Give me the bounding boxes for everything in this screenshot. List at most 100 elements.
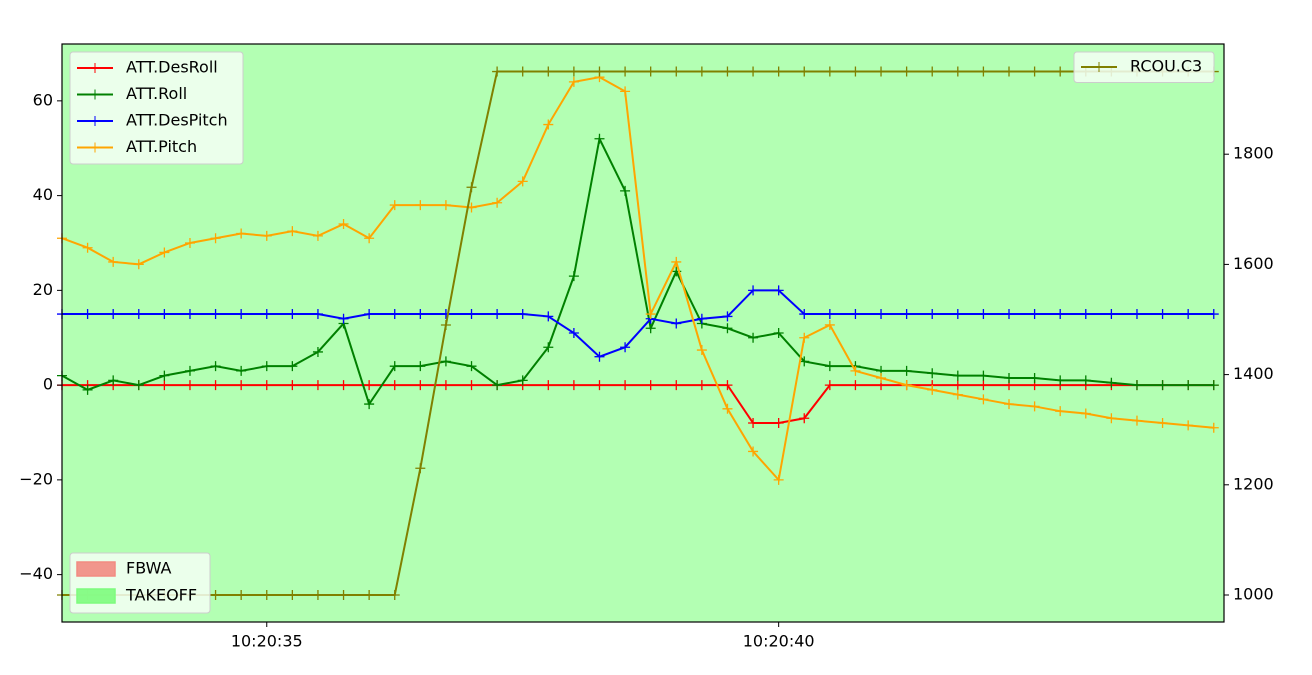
data-point [133,380,144,391]
data-point [133,259,144,270]
data-point [799,413,810,424]
y2-tick-label: 1200 [1233,474,1274,493]
data-point [210,233,221,244]
data-point [1004,373,1014,384]
series-line [62,70,1214,597]
data-point [108,375,119,386]
data-point [389,309,400,320]
data-point [1208,422,1219,433]
data-point [1157,309,1168,320]
data-point [364,233,375,244]
data-point [722,66,733,77]
data-point [1029,401,1040,412]
data-point [671,66,682,77]
data-point [773,285,784,296]
data-point [440,309,451,320]
data-point [1055,375,1066,386]
data-point [82,242,93,253]
data-point [901,66,912,77]
legend-label: RCOU.C3 [1130,57,1202,76]
data-point [1080,408,1091,419]
data-point [645,323,656,334]
data-point [901,380,912,391]
data-point [824,66,835,77]
data-point [824,309,835,320]
data-point [978,380,989,391]
data-point [466,309,477,320]
data-point [696,380,707,391]
data-point [184,380,195,391]
data-point [748,285,759,296]
data-point [1106,413,1117,424]
data-point [696,313,707,324]
data-point [210,309,221,320]
data-point [901,309,912,320]
data-point [261,380,272,391]
data-point [568,271,579,282]
data-point [952,370,963,381]
data-point [671,256,682,267]
data-point [978,394,989,405]
data-point [415,361,426,372]
data-point [364,380,375,391]
data-point [1055,406,1066,417]
data-point [236,380,247,391]
data-point [568,380,579,391]
data-point [1157,418,1168,429]
data-point [568,66,579,77]
data-point [1004,399,1014,410]
data-point [927,66,938,77]
data-point [927,309,938,320]
series-line [61,135,1214,407]
data-point [364,309,375,320]
y2-tick-label: 1600 [1233,254,1274,273]
data-point [850,380,861,391]
data-point [645,66,656,77]
data-point [876,309,887,320]
data-point [415,200,426,211]
y-tick-label: 60 [33,90,53,109]
data-point [1208,309,1219,320]
legend-box [1073,51,1215,83]
data-point [543,311,554,322]
data-point [364,399,375,410]
legend-box [69,51,244,165]
data-point [620,380,631,391]
data-point [722,323,733,334]
data-point [517,66,528,77]
data-point [645,309,656,320]
data-point [108,256,119,267]
y2-tick-label: 1400 [1233,364,1274,383]
data-point [159,247,170,258]
data-point [543,66,554,77]
data-point [236,590,247,601]
y2-tick-label: 1000 [1233,585,1274,604]
data-point [543,342,554,353]
data-point [594,66,605,77]
data-point [338,313,349,324]
data-point [1004,309,1014,320]
data-point [952,380,963,391]
data-point [850,66,861,77]
legend-label: ATT.Pitch [126,137,197,156]
data-point [492,380,503,391]
data-point [261,361,272,372]
data-point [492,66,503,77]
y-tick-label: 0 [43,375,53,394]
data-point [927,368,938,379]
data-point [568,328,579,338]
data-point [1055,66,1066,77]
data-point [1157,380,1168,391]
data-point [261,309,272,320]
data-point [236,365,247,376]
data-point [440,356,451,367]
data-point [466,182,477,193]
data-point [722,380,733,391]
series-line [62,384,1214,425]
data-point [722,403,733,414]
data-point [824,319,835,330]
data-point [799,66,810,77]
data-point [440,380,451,391]
data-point [1183,420,1194,431]
